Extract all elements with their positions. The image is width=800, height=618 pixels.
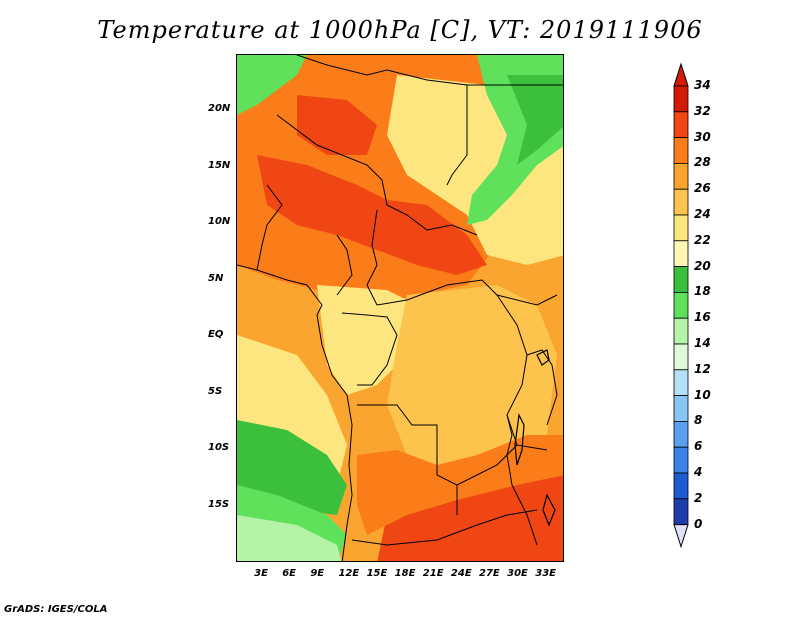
yellow-region-central (317, 285, 417, 395)
lake-1 (536, 349, 550, 366)
border-10 (526, 349, 558, 426)
credit-text: GrADS: IGES/COLA (4, 604, 108, 615)
legend-value-label: 4 (694, 465, 703, 479)
lat-tick-label: 20N (208, 103, 231, 115)
legend-value-label: 26 (694, 181, 711, 196)
legend-swatch (673, 85, 689, 113)
legend-swatch (673, 266, 689, 293)
green-region-southwest (237, 420, 347, 515)
border-4 (256, 184, 283, 271)
legend-value-label: 34 (694, 78, 711, 92)
legend-value-label: 6 (694, 439, 703, 454)
border-14 (506, 414, 538, 546)
light-orange-congo (387, 285, 557, 475)
legend-swatch (673, 498, 689, 525)
lat-tick-label: 10N (208, 216, 231, 228)
red-hot-south (377, 465, 563, 561)
lon-tick-label: 24E (450, 568, 472, 579)
map-title: Temperature at 1000hPa [C], VT: 20191119… (97, 16, 703, 44)
legend-swatch (673, 291, 689, 319)
legend-value-label: 22 (694, 232, 711, 247)
lon-tick-label: 27E (479, 568, 500, 579)
border-2 (446, 115, 468, 186)
legend-value-label: 14 (694, 336, 711, 350)
lon-tick-label: 12E (338, 568, 360, 579)
red-hot-sahel (257, 155, 487, 275)
legend-bottom-arrow (673, 524, 689, 549)
lat-tick-label: 10S (208, 442, 230, 454)
border-5 (336, 234, 353, 296)
legend-swatch (673, 162, 689, 190)
lat-tick-label: EQ (208, 329, 224, 341)
lon-tick-label: 18E (394, 568, 416, 579)
legend-value-label: 16 (694, 310, 711, 325)
legend-swatch (673, 420, 689, 448)
border-6 (366, 209, 378, 306)
legend-swatch (673, 343, 689, 371)
lake-outlines (514, 349, 556, 527)
legend-value-label: 2 (694, 490, 703, 505)
lon-tick-label: 9E (310, 568, 325, 579)
lon-tick-label: 6E (282, 568, 297, 579)
lat-tick-label: 5N (208, 272, 224, 284)
lon-tick-label: 30E (507, 568, 528, 579)
lon-tick-label: 15E (366, 568, 388, 579)
border-13 (351, 509, 538, 546)
green-region-dark-northeast (507, 75, 563, 165)
lake-2 (514, 412, 525, 466)
legend-value-label: 0 (694, 516, 703, 531)
legend-swatch (673, 137, 689, 164)
border-8 (341, 312, 398, 386)
lat-tick-label: 15S (208, 498, 230, 510)
legend-value-label: 10 (694, 387, 711, 402)
legend-value-label: 24 (694, 207, 711, 221)
legend-swatch (673, 240, 689, 268)
lon-tick-label: 33E (535, 568, 556, 579)
legend-value-label: 32 (694, 103, 711, 118)
legend-swatch (673, 369, 689, 396)
country-borders (237, 55, 563, 561)
legend-swatch (673, 472, 689, 500)
coastline-west (237, 264, 353, 561)
legend-swatch (673, 188, 689, 216)
lon-tick-label: 21E (422, 568, 444, 579)
legend-value-label: 20 (694, 258, 711, 273)
legend-value-label: 28 (694, 155, 711, 170)
border-7 (376, 279, 558, 306)
legend-swatch (673, 395, 689, 422)
lat-tick-label: 5S (208, 385, 223, 397)
legend-swatch (673, 446, 689, 474)
legend-value-label: 12 (694, 361, 711, 376)
legend-swatch (673, 317, 689, 345)
lon-tick-label: 3E (254, 568, 268, 579)
lat-tick-label: 15N (208, 159, 231, 171)
pale-green-region-south (237, 515, 342, 561)
legend-top-arrow (673, 62, 689, 87)
green-region-northwest (237, 55, 307, 115)
red-hot-north (297, 95, 377, 155)
orange-south (357, 435, 563, 535)
legend-swatch (673, 214, 689, 242)
legend-value-label: 18 (694, 284, 711, 299)
lake-3 (542, 493, 556, 527)
border-3 (276, 114, 478, 236)
temperature-map (237, 55, 563, 561)
map-plot-area (236, 54, 564, 562)
legend-value-label: 30 (694, 129, 711, 144)
legend-value-label: 8 (694, 413, 703, 428)
legend-swatch (673, 111, 689, 139)
